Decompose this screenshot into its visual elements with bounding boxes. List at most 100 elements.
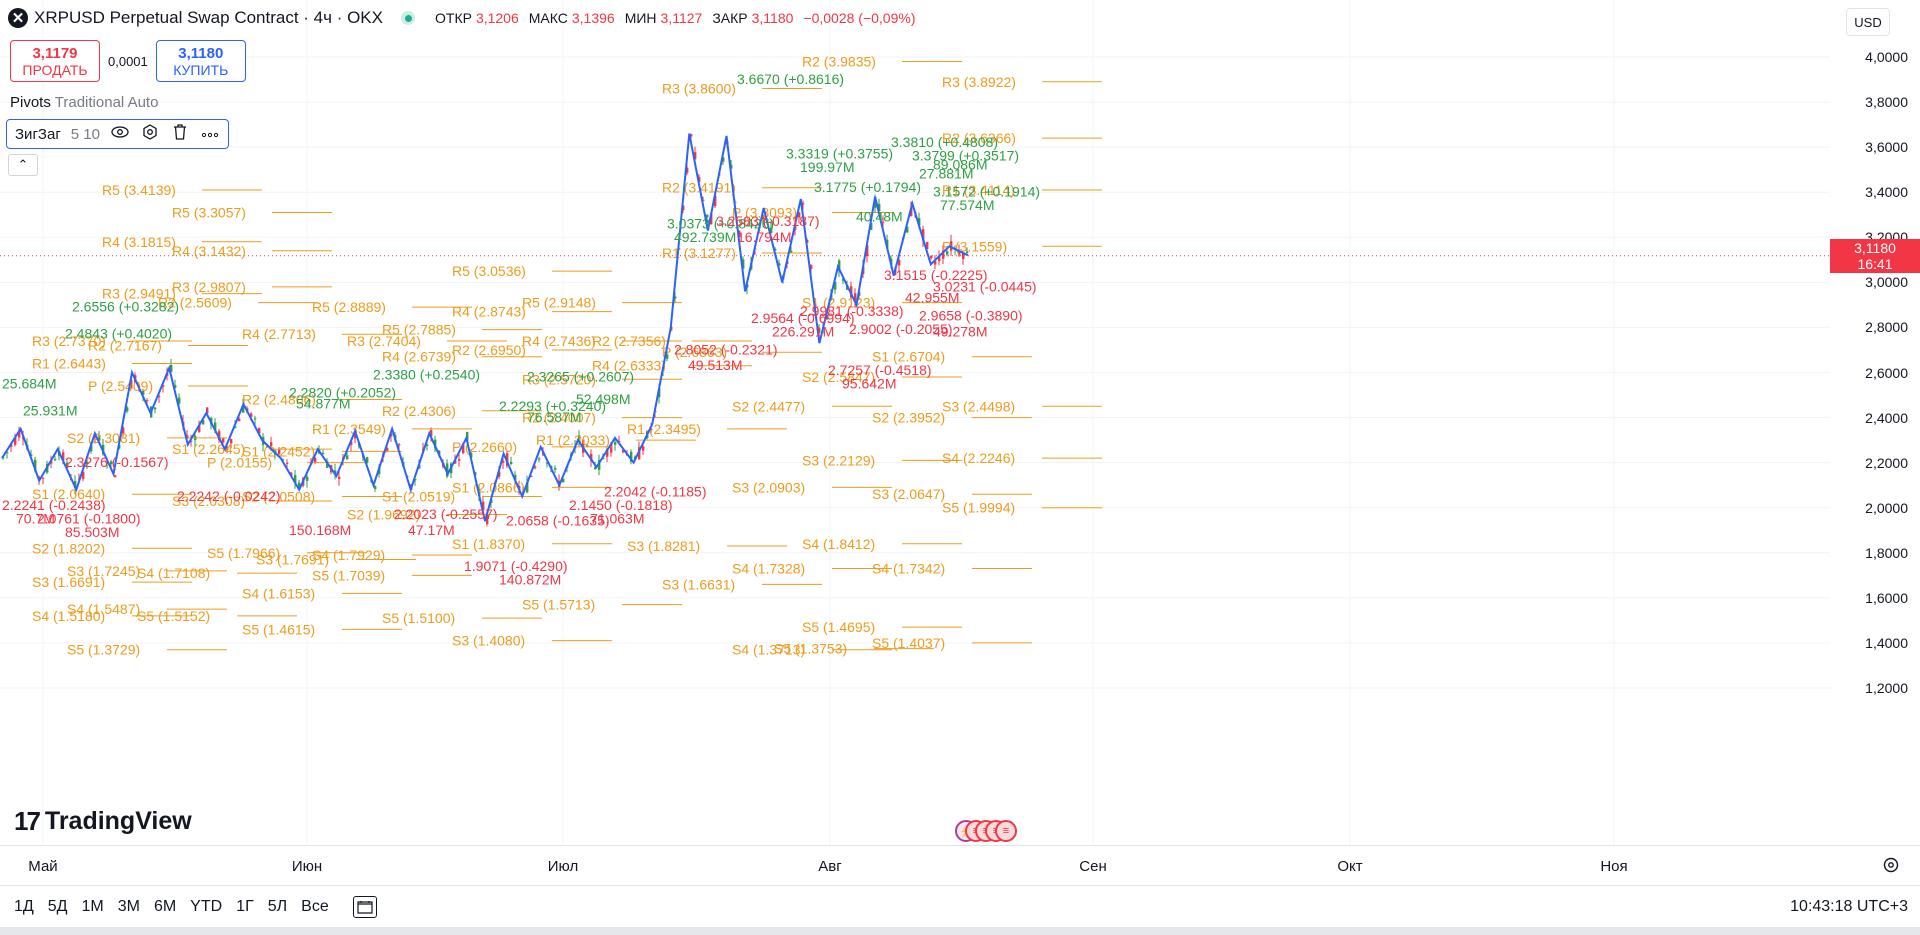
candle-body — [74, 481, 77, 488]
economic-events[interactable]: ⚡ ≡ ≡ ≡ ≡ — [955, 820, 1017, 842]
range-button[interactable]: 1Д — [14, 897, 34, 915]
symbol-title[interactable]: XRPUSD Perpetual Swap Contract · 4ч · OK… — [34, 8, 383, 27]
candle-body — [346, 455, 349, 460]
candle-body — [810, 265, 813, 269]
zigzag-swing-label: 2.0658 (-0.1635) — [506, 513, 610, 529]
time-tick-label: Май — [28, 858, 58, 875]
trash-icon[interactable] — [170, 123, 190, 145]
candle-body — [430, 429, 433, 437]
pivot-level-label: R2 (2.7356) — [592, 333, 666, 349]
buy-button[interactable]: 3,1180 КУПИТЬ — [155, 40, 246, 82]
pivots-indicator-legend[interactable]: Pivots Traditional Auto — [10, 94, 158, 111]
zigzag-indicator-legend[interactable]: ЗигЗаг 5 10 — [6, 119, 229, 149]
zigzag-swing-label: 199.97M — [800, 159, 854, 175]
range-button[interactable]: 1Г — [236, 897, 254, 915]
collapse-legend-button[interactable]: ⌃ — [8, 154, 38, 176]
pivot-level-label: S2 (2.5847) — [802, 369, 875, 385]
pivot-level-label: R1 (2.6443) — [32, 355, 106, 371]
range-button[interactable]: 5Д — [47, 897, 68, 915]
zigzag-swing-label: 2.2293 (+0.3240) — [499, 398, 606, 414]
pivot-level-label: R2 (2.4806) — [242, 392, 316, 408]
tradingview-logo[interactable]: 17 TradingView — [14, 806, 192, 837]
zigzag-swing-label: 70.7M — [16, 510, 55, 526]
pivot-level-label: R4 (2.7436) — [522, 333, 596, 349]
close-label: ЗАКР — [712, 10, 748, 26]
footer-strip — [0, 927, 1920, 935]
candle-body — [774, 248, 777, 251]
zigzag-swing-label: 2.9981 (-0.3338) — [800, 303, 904, 319]
candle-body — [618, 441, 621, 443]
range-button[interactable]: 3М — [117, 897, 140, 915]
pivot-level-label: R4 (3.1815) — [102, 234, 176, 250]
range-button[interactable]: 5Л — [267, 897, 288, 915]
candle-body — [30, 454, 33, 457]
price-tick-label: 1,6000 — [1865, 589, 1908, 606]
candle-body — [482, 501, 485, 511]
eye-icon[interactable] — [110, 125, 130, 143]
more-icon[interactable] — [200, 125, 220, 143]
settings-icon[interactable] — [140, 123, 160, 145]
pivot-level-label: R3 (2.7404) — [347, 333, 421, 349]
high-label: МАКС — [528, 10, 568, 26]
candle-body — [614, 442, 617, 445]
candle-body — [606, 448, 609, 457]
price-axis[interactable]: 4,0000 3,8000 3,6000 3,4000 3,2000 3,0000 2,80… — [1830, 0, 1920, 845]
bottom-toolbar: 1Д 5Д 1М 3М 6М YTD 1Г 5Л Все 10:43:18 UTC+3 — [0, 885, 1920, 927]
candle-body — [562, 478, 565, 483]
sell-button[interactable]: 3,1179 ПРОДАТЬ — [10, 40, 100, 82]
range-button[interactable]: Все — [301, 897, 329, 915]
candle-body — [254, 418, 257, 420]
pivot-level-label: S4 (1.7328) — [732, 561, 805, 577]
chart-plot-area[interactable]: R5 (3.4139) R5 (3.3057) R4 (3.1815) R4 (3.1… — [0, 0, 1830, 845]
candle-body — [778, 263, 781, 266]
currency-selector[interactable]: USD — [1846, 8, 1890, 36]
pivot-level-label: R2 (2.4306) — [382, 403, 456, 419]
range-button[interactable]: 6М — [153, 897, 177, 915]
utc-clock[interactable]: 10:43:18 UTC+3 — [1790, 897, 1908, 915]
time-tick-label: Авг — [818, 858, 842, 875]
axis-settings-icon[interactable] — [1882, 856, 1900, 879]
pivot-level-label: S4 (1.5487) — [67, 601, 140, 617]
pivot-level-label: S5 (1.3729) — [67, 642, 140, 658]
candle-body — [414, 478, 417, 481]
candle-body — [686, 167, 689, 173]
pivot-level-label: R2 (3.6366) — [942, 130, 1016, 146]
candle-body — [122, 427, 125, 434]
candle-body — [54, 459, 57, 461]
candle-body — [502, 460, 505, 463]
pivot-level-label: R2 (2.6950) — [452, 342, 526, 358]
time-axis[interactable]: Май Июн Июл Авг Сен Окт Ноя — [0, 845, 1920, 885]
chevron-up-icon: ⌃ — [17, 157, 29, 172]
candle-body — [42, 477, 45, 479]
pivot-level-label: R5 (3.0536) — [452, 263, 526, 279]
zigzag-swing-label: 25.684M — [2, 375, 56, 391]
pivot-level-label: S4 (1.8412) — [802, 536, 875, 552]
pivot-level-label: R4 (2.8743) — [452, 304, 526, 320]
candle-body — [486, 514, 489, 525]
range-button[interactable]: YTD — [190, 897, 223, 915]
range-button[interactable]: 1М — [81, 897, 104, 915]
zigzag-swing-label: 3.6670 (+0.8616) — [737, 71, 844, 87]
candle-body — [602, 457, 605, 459]
pivots-params: Traditional Auto — [54, 94, 159, 111]
pivot-level-label: S2 (2.4477) — [732, 398, 805, 414]
candle-body — [258, 428, 261, 434]
candle-body — [206, 407, 209, 414]
pivot-level-label: S3 (2.0903) — [732, 479, 805, 495]
candle-body — [790, 250, 793, 253]
chart-svg[interactable]: R5 (3.4139) R5 (3.3057) R4 (3.1815)R4 (3.1… — [0, 0, 1830, 845]
goto-date-icon[interactable] — [352, 895, 377, 918]
candle-body — [610, 443, 613, 453]
pivot-level-label: S1 (2.0640) — [32, 486, 105, 502]
candle-body — [146, 400, 149, 402]
candle-body — [838, 260, 841, 271]
zigzag-swing-label: 2.6556 (+0.3282) — [72, 299, 179, 315]
candle-body — [82, 471, 85, 479]
pivot-level-label: S3 (2.0647) — [872, 486, 945, 502]
pivot-level-label: S4 (1.6153) — [242, 585, 315, 601]
candle-body — [918, 218, 921, 226]
low-value: 3,1127 — [660, 10, 703, 26]
us-flag-event-icon[interactable]: ≡ — [995, 820, 1017, 842]
price-tick-label: 2,8000 — [1865, 319, 1908, 336]
